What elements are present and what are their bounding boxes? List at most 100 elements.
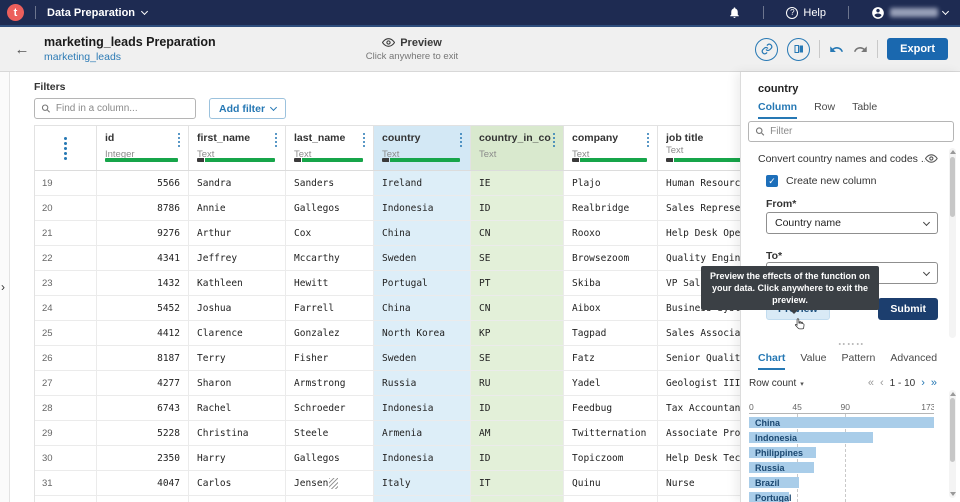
app-menu-dropdown[interactable]: Data Preparation	[47, 7, 149, 19]
cell-job_title[interactable]: Quality Engine	[658, 246, 740, 270]
user-menu[interactable]	[871, 6, 950, 20]
cell-country_in_cou[interactable]: SE	[471, 246, 564, 270]
prev-page-button[interactable]: ‹	[879, 377, 884, 389]
checkbox-checked-icon[interactable]: ✓	[766, 175, 778, 187]
chart-bar-philippines[interactable]: Philippines	[749, 447, 816, 458]
tab-chart[interactable]: Chart	[758, 352, 786, 370]
chart-bar-russia[interactable]: Russia	[749, 462, 814, 473]
cell-company[interactable]: Yadel	[564, 371, 658, 395]
scrollbar-thumb[interactable]	[950, 157, 955, 217]
cell-company[interactable]: Skiba	[564, 271, 658, 295]
scroll-up-icon[interactable]	[949, 150, 956, 154]
cell-last_name[interactable]: Gallegos	[286, 196, 374, 220]
column-search-box[interactable]	[34, 98, 196, 119]
first-page-button[interactable]: «	[867, 377, 874, 389]
submit-button[interactable]: Submit	[878, 298, 938, 320]
column-search-input[interactable]	[55, 103, 189, 114]
column-header-rownum[interactable]	[35, 126, 97, 170]
cell-job_title[interactable]: Human Resource	[658, 171, 740, 195]
cell-country_in_cou[interactable]: CN	[471, 296, 564, 320]
chart-scrollbar[interactable]	[949, 390, 956, 498]
cell-last_name[interactable]: Gonzalez	[286, 321, 374, 345]
column-view-button[interactable]	[787, 37, 811, 61]
cell-country[interactable]: Italy	[374, 471, 471, 495]
copy-link-button[interactable]	[755, 37, 779, 61]
tab-pattern[interactable]: Pattern	[841, 352, 876, 364]
chart-bar-portugal[interactable]: Portugal	[749, 492, 792, 502]
cell-job_title[interactable]: Associate Prof	[658, 421, 740, 445]
undo-button[interactable]	[829, 42, 844, 57]
cell-first_name[interactable]: Kathleen	[189, 271, 286, 295]
cell-rownum[interactable]: 30	[35, 446, 97, 470]
cell-company[interactable]: Topiczoom	[564, 446, 658, 470]
cell-country[interactable]: Indonesia	[374, 196, 471, 220]
column-header-country_in_cou[interactable]: country_in_cou... Text	[471, 126, 564, 170]
cell-country[interactable]: Indonesia	[374, 396, 471, 420]
next-page-button[interactable]: ›	[921, 377, 925, 389]
cell-company[interactable]: Rooxo	[564, 221, 658, 245]
cell-first_name[interactable]: Sharon	[189, 371, 286, 395]
column-header-last_name[interactable]: last_name Text	[286, 126, 374, 170]
dataset-link[interactable]: marketing_leads	[44, 51, 122, 63]
cell-job_title[interactable]: Senior Quality	[658, 346, 740, 370]
cell-id[interactable]: 8187	[97, 346, 189, 370]
cell-country_in_cou[interactable]: IT	[471, 471, 564, 495]
cell-country[interactable]: Armenia	[374, 421, 471, 445]
cell-country[interactable]: Sweden	[374, 346, 471, 370]
column-header-company[interactable]: company Text	[564, 126, 658, 170]
row-count-selector[interactable]: Row count ▾	[749, 378, 804, 389]
tab-row[interactable]: Row	[814, 101, 836, 113]
kebab-menu-icon[interactable]	[273, 132, 279, 148]
eye-icon[interactable]	[925, 152, 938, 165]
cell-first_name[interactable]: Clarence	[189, 321, 286, 345]
function-list-item[interactable]: Convert country names and codes ...	[758, 152, 938, 165]
cell-id[interactable]: 2350	[97, 446, 189, 470]
kebab-menu-icon[interactable]	[62, 136, 69, 161]
cell-country_in_cou[interactable]: KP	[471, 321, 564, 345]
cell-rownum[interactable]: 20	[35, 196, 97, 220]
last-page-button[interactable]: »	[930, 377, 937, 389]
function-filter-input[interactable]	[770, 126, 947, 137]
cell-id[interactable]: 4412	[97, 321, 189, 345]
cell-country_in_cou[interactable]: RU	[471, 371, 564, 395]
cell-country_in_cou[interactable]: SE	[471, 346, 564, 370]
kebab-menu-icon[interactable]	[458, 132, 464, 148]
cell-last_name[interactable]: Cox	[286, 221, 374, 245]
cell-country[interactable]: Portugal	[374, 271, 471, 295]
cell-last_name[interactable]: Steele	[286, 421, 374, 445]
create-new-column-option[interactable]: ✓ Create new column	[766, 175, 876, 187]
cell-first_name[interactable]: Harry	[189, 446, 286, 470]
cell-country[interactable]: North Korea	[374, 321, 471, 345]
cell-company[interactable]: Realbridge	[564, 196, 658, 220]
back-arrow-button[interactable]: ←	[0, 27, 44, 71]
cell-country[interactable]: Sweden	[374, 246, 471, 270]
cell-country[interactable]: Russia	[374, 371, 471, 395]
panel-scrollbar[interactable]	[949, 148, 956, 338]
cell-job_title[interactable]: Tax Accountant	[658, 396, 740, 420]
cell-last_name[interactable]: Hewitt	[286, 271, 374, 295]
cell-country[interactable]: China	[374, 296, 471, 320]
cell-last_name[interactable]: Farrell	[286, 296, 374, 320]
cell-last_name[interactable]: Fisher	[286, 346, 374, 370]
cell-country_in_cou[interactable]: ID	[471, 446, 564, 470]
cell-id[interactable]: 6743	[97, 396, 189, 420]
cell-country[interactable]: Indonesia	[374, 446, 471, 470]
column-header-first_name[interactable]: first_name Text	[189, 126, 286, 170]
cell-id[interactable]: 4277	[97, 371, 189, 395]
column-header-job_title[interactable]: job title Text	[658, 126, 740, 170]
export-button[interactable]: Export	[887, 38, 948, 60]
quality-bar[interactable]	[105, 158, 178, 162]
cell-id[interactable]: 5228	[97, 421, 189, 445]
help-menu[interactable]: ? Help	[786, 6, 826, 19]
cell-company[interactable]: Aibox	[564, 296, 658, 320]
cell-rownum[interactable]: 31	[35, 471, 97, 495]
quality-bar[interactable]	[382, 158, 460, 162]
cell-first_name[interactable]: Christina	[189, 421, 286, 445]
quality-bar[interactable]	[294, 158, 363, 162]
cell-last_name[interactable]: Sanders	[286, 171, 374, 195]
chart-bar-indonesia[interactable]: Indonesia	[749, 432, 873, 443]
cell-rownum[interactable]: 25	[35, 321, 97, 345]
notifications-bell-icon[interactable]	[728, 6, 741, 19]
cell-country_in_cou[interactable]: ID	[471, 196, 564, 220]
cell-first_name[interactable]: Rachel	[189, 396, 286, 420]
